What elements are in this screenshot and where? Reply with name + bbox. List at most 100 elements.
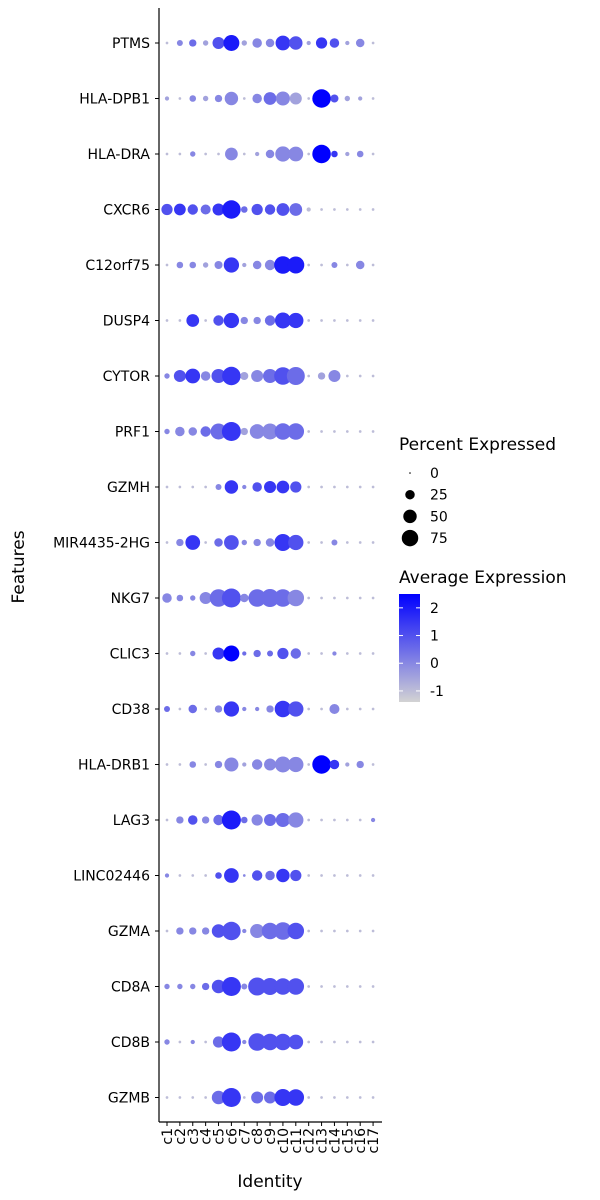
dot-hla-dpb1-c8 xyxy=(252,93,262,104)
dot-cd8a-c10 xyxy=(274,978,292,995)
dot-hla-dra-c4 xyxy=(204,152,207,156)
dot-gzma-c8 xyxy=(250,923,265,939)
dot-lag3-c16 xyxy=(358,818,362,822)
dot-c12orf75-c12 xyxy=(307,263,311,267)
dot-hla-dra-c16 xyxy=(356,150,364,158)
dot-cytor-c13 xyxy=(317,372,326,380)
dot-dusp4-c6 xyxy=(223,312,240,329)
dot-nkg7-c16 xyxy=(358,596,362,600)
dot-prf1-c5 xyxy=(210,423,227,440)
dot-cd38-c15 xyxy=(345,707,349,711)
dot-cd8a-c17 xyxy=(371,985,375,988)
dot-cxcr6-c9 xyxy=(264,204,276,215)
dot-gzma-c6 xyxy=(222,921,241,941)
dot-clic3-c14 xyxy=(332,651,337,656)
dot-dusp4-c17 xyxy=(371,319,375,322)
dot-cytor-c5 xyxy=(211,368,226,384)
dot-nkg7-c7 xyxy=(240,593,249,603)
dot-linc02446-c1 xyxy=(164,873,170,878)
dot-hla-dpb1-c14 xyxy=(330,94,339,103)
y-axis-ticks xyxy=(155,42,159,1098)
dot-gzmh-c17 xyxy=(371,485,375,489)
dot-cytor-c1 xyxy=(164,373,170,379)
dot-mir4435-2hg-c11 xyxy=(288,534,304,551)
dot-hla-drb1-c17 xyxy=(371,763,375,766)
dot-c12orf75-c1 xyxy=(165,263,169,267)
dot-lag3-c9 xyxy=(264,813,277,827)
dot-hla-drb1-c6 xyxy=(224,757,239,772)
dot-cd8a-c15 xyxy=(345,985,349,988)
dot-prf1-c13 xyxy=(320,430,323,433)
dot-linc02446-c12 xyxy=(307,874,311,877)
dot-cytor-c14 xyxy=(328,369,341,383)
dot-gzmh-c9 xyxy=(264,480,277,494)
dot-mir4435-2hg-c9 xyxy=(265,538,275,547)
dot-gzma-c2 xyxy=(176,927,184,935)
identity-label-c10: c10 xyxy=(276,1128,292,1154)
dot-gzmb-c7 xyxy=(242,1096,246,1099)
dot-cd8b-c4 xyxy=(204,1040,207,1044)
dot-gzma-c3 xyxy=(189,927,197,935)
dot-lag3-c14 xyxy=(333,818,336,822)
identity-tick-labels: c1c2c3c4c5c6c7c8c9c10c11c12c13c14c15c16c… xyxy=(160,1128,382,1154)
dot-nkg7-c11 xyxy=(287,589,305,607)
dot-cd38-c5 xyxy=(214,705,223,713)
dot-gzma-c4 xyxy=(201,927,210,935)
dot-c12orf75-c14 xyxy=(331,262,338,268)
dot-hla-drb1-c14 xyxy=(329,759,340,770)
y-axis-title: Features xyxy=(9,530,29,603)
dot-mir4435-2hg-c7 xyxy=(241,539,247,546)
dot-mir4435-2hg-c1 xyxy=(165,541,169,544)
dot-hla-dra-c5 xyxy=(217,152,220,156)
dot-lag3-c2 xyxy=(176,816,184,824)
dot-gzma-c7 xyxy=(242,928,247,934)
dot-nkg7-c12 xyxy=(307,596,311,600)
feature-label-ptms: PTMS xyxy=(112,36,150,52)
dot-hla-dra-c9 xyxy=(265,149,275,159)
dot-gzmh-c12 xyxy=(307,485,311,489)
dot-hla-dpb1-c9 xyxy=(263,92,277,105)
dot-lag3-c12 xyxy=(307,818,311,822)
dot-cxcr6-c16 xyxy=(358,208,362,211)
dot-dusp4-c15 xyxy=(345,319,349,322)
dot-hla-drb1-c1 xyxy=(165,763,169,766)
dot-prf1-c1 xyxy=(164,428,170,435)
feature-label-nkg7: NKG7 xyxy=(111,591,150,607)
dot-cd38-c8 xyxy=(255,706,260,712)
dot-hla-drb1-c9 xyxy=(264,758,277,771)
feature-label-gzmh: GZMH xyxy=(107,480,150,496)
identity-label-c5: c5 xyxy=(212,1128,228,1145)
dot-hla-drb1-c13 xyxy=(312,755,331,774)
dot-mir4435-2hg-c4 xyxy=(204,541,207,544)
dot-mir4435-2hg-c16 xyxy=(358,541,362,544)
dot-linc02446-c3 xyxy=(191,874,195,877)
dot-prf1-c15 xyxy=(345,430,349,433)
feature-label-linc02446: LINC02446 xyxy=(73,869,150,885)
dot-cd38-c10 xyxy=(274,700,292,718)
identity-label-c14: c14 xyxy=(327,1128,343,1154)
dot-cytor-c16 xyxy=(358,374,362,378)
dot-gzma-c9 xyxy=(261,922,279,940)
dot-gzmb-c9 xyxy=(264,1091,277,1104)
dot-cxcr6-c11 xyxy=(289,203,303,216)
dot-clic3-c8 xyxy=(253,649,261,658)
identity-label-c1: c1 xyxy=(160,1128,176,1145)
dot-cd8a-c5 xyxy=(211,979,226,994)
dot-cytor-c6 xyxy=(222,366,241,386)
dot-hla-dpb1-c12 xyxy=(307,97,311,100)
dot-cd8b-c13 xyxy=(320,1040,323,1044)
dot-cxcr6-c4 xyxy=(200,204,211,215)
dot-cd38-c2 xyxy=(178,707,182,711)
dot-gzmh-c7 xyxy=(242,484,247,490)
dot-cytor-c9 xyxy=(262,368,278,384)
dot-hla-dpb1-c2 xyxy=(178,97,182,100)
dot-gzmh-c16 xyxy=(358,485,362,489)
dot-ptms-c4 xyxy=(202,40,209,46)
dot-cd8b-c10 xyxy=(274,1033,292,1051)
identity-label-c3: c3 xyxy=(186,1128,202,1145)
dot-nkg7-c4 xyxy=(199,591,212,605)
dot-mir4435-2hg-c15 xyxy=(345,541,349,544)
dot-dusp4-c3 xyxy=(186,314,200,327)
dot-lag3-c13 xyxy=(320,818,323,822)
dot-cxcr6-c2 xyxy=(174,203,186,216)
